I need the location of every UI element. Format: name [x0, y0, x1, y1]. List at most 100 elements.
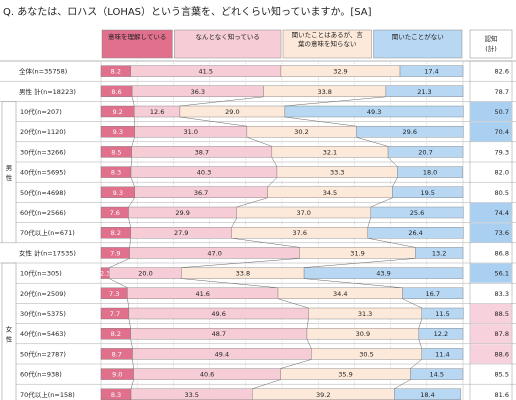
legend-box	[174, 29, 282, 59]
bar-segment	[418, 328, 464, 340]
recognition-value: 88.5	[495, 310, 509, 318]
bar-segment	[415, 247, 464, 259]
bar-segment	[421, 348, 464, 360]
connector-line	[387, 157, 398, 167]
data-label: 35.9	[338, 371, 352, 379]
connector-line	[306, 339, 312, 349]
data-label: 38.7	[195, 148, 209, 156]
data-label: 34.5	[323, 189, 337, 197]
connector-line	[284, 96, 386, 107]
data-label: 32.1	[323, 148, 337, 156]
bar-segment	[284, 105, 464, 118]
legend-label: 聞いたことはあるが、言	[292, 30, 364, 39]
connector-line	[181, 278, 279, 289]
bar-segment	[356, 125, 464, 138]
data-label: 32.9	[333, 68, 347, 76]
bar-segment	[392, 186, 464, 199]
row-label: 10代(n=207)	[20, 107, 62, 116]
row-label: 20代(n=2509)	[20, 289, 66, 298]
recognition-highlight	[470, 344, 512, 364]
data-label: 33.3	[330, 169, 344, 177]
connector-line	[267, 177, 278, 187]
data-label: 30.5	[359, 350, 373, 358]
data-label: 34.4	[333, 290, 347, 298]
data-label: 8.2	[111, 68, 121, 76]
recognition-highlight	[470, 263, 512, 283]
connector-line	[231, 237, 300, 248]
data-label: 19.5	[420, 189, 434, 197]
data-label: 48.7	[212, 330, 226, 338]
data-label: 16.7	[426, 290, 440, 298]
data-label: 13.2	[432, 249, 446, 257]
question-title: Q. あなたは、ロハス（LOHAS）という言葉を、どれくらい知っていますか。[S…	[3, 7, 372, 18]
bar-segment	[399, 65, 464, 77]
connector-line	[277, 298, 309, 309]
recognition-value: 78.7	[495, 88, 509, 96]
row-label: 50代(n=2787)	[20, 349, 66, 358]
connector-line	[284, 116, 357, 127]
connector-line	[402, 298, 422, 309]
connector-line	[280, 359, 312, 369]
connector-line	[109, 278, 128, 289]
data-label: 11.5	[435, 310, 449, 318]
recognition-header-label: 認知	[485, 34, 498, 43]
data-label: 8.5	[111, 148, 121, 156]
connector-line	[236, 197, 268, 208]
recognition-value: 82.6	[495, 68, 509, 76]
data-label: 25.6	[410, 209, 424, 217]
data-label: 31.3	[358, 310, 372, 318]
recognition-value: 79.3	[495, 148, 509, 156]
data-label: 8.3	[111, 391, 121, 399]
recognition-highlight	[470, 324, 512, 344]
data-label: 39.2	[316, 391, 330, 399]
data-label: 36.3	[191, 88, 205, 96]
recognition-value: 87.8	[495, 330, 509, 338]
data-label: 9.0	[112, 371, 122, 379]
data-label: 30.9	[356, 330, 370, 338]
recognition-header-box	[469, 29, 513, 59]
connector-line	[410, 359, 422, 369]
row-label: 40代(n=5463)	[20, 329, 66, 338]
legend-label: なんとなく知っている	[195, 32, 259, 41]
connector-line	[179, 116, 247, 127]
connector-line	[129, 238, 131, 248]
legend-label: 聞いたことがない	[392, 32, 444, 41]
row-label: 30代(n=5375)	[20, 309, 66, 318]
row-label: 30代(n=3266)	[20, 147, 66, 156]
row-label: 60代(n=2566)	[20, 208, 66, 217]
connector-line	[130, 339, 133, 349]
data-label: 9.2	[112, 108, 122, 116]
bar-segment	[387, 146, 464, 158]
connector-line	[128, 318, 131, 329]
bar-segment	[370, 206, 464, 219]
legend-label: 意味を理解している	[108, 32, 166, 41]
data-label: 43.9	[376, 270, 390, 278]
data-label: 29.9	[175, 209, 189, 217]
data-label: 7.6	[110, 209, 120, 217]
bar-segment	[303, 267, 464, 279]
bar-segment	[410, 368, 464, 380]
connector-line	[130, 379, 134, 389]
recognition-value: 56.1	[495, 270, 509, 278]
connector-line	[394, 379, 411, 390]
male-group-label: 男	[6, 164, 13, 172]
connector-line	[132, 359, 134, 369]
recognition-highlight	[470, 202, 512, 223]
data-label: 31.9	[350, 249, 364, 257]
connector-line	[418, 339, 422, 349]
recognition-value: 83.3	[495, 290, 509, 298]
data-label: 36.7	[194, 189, 208, 197]
data-label: 12.6	[150, 108, 164, 116]
data-label: 7.9	[110, 249, 120, 257]
data-label: 7.7	[110, 310, 120, 318]
connector-line	[392, 177, 398, 187]
data-label: 20.7	[418, 148, 432, 156]
connector-line	[130, 177, 135, 187]
data-label: 18.4	[420, 391, 434, 399]
data-label: 8.7	[112, 350, 122, 358]
legend-box	[282, 29, 372, 59]
row-label: 70代以上(n=671)	[20, 228, 75, 237]
recognition-value: 82.0	[495, 169, 509, 177]
recognition-value: 74.4	[495, 209, 509, 217]
bar-segment	[421, 307, 464, 320]
